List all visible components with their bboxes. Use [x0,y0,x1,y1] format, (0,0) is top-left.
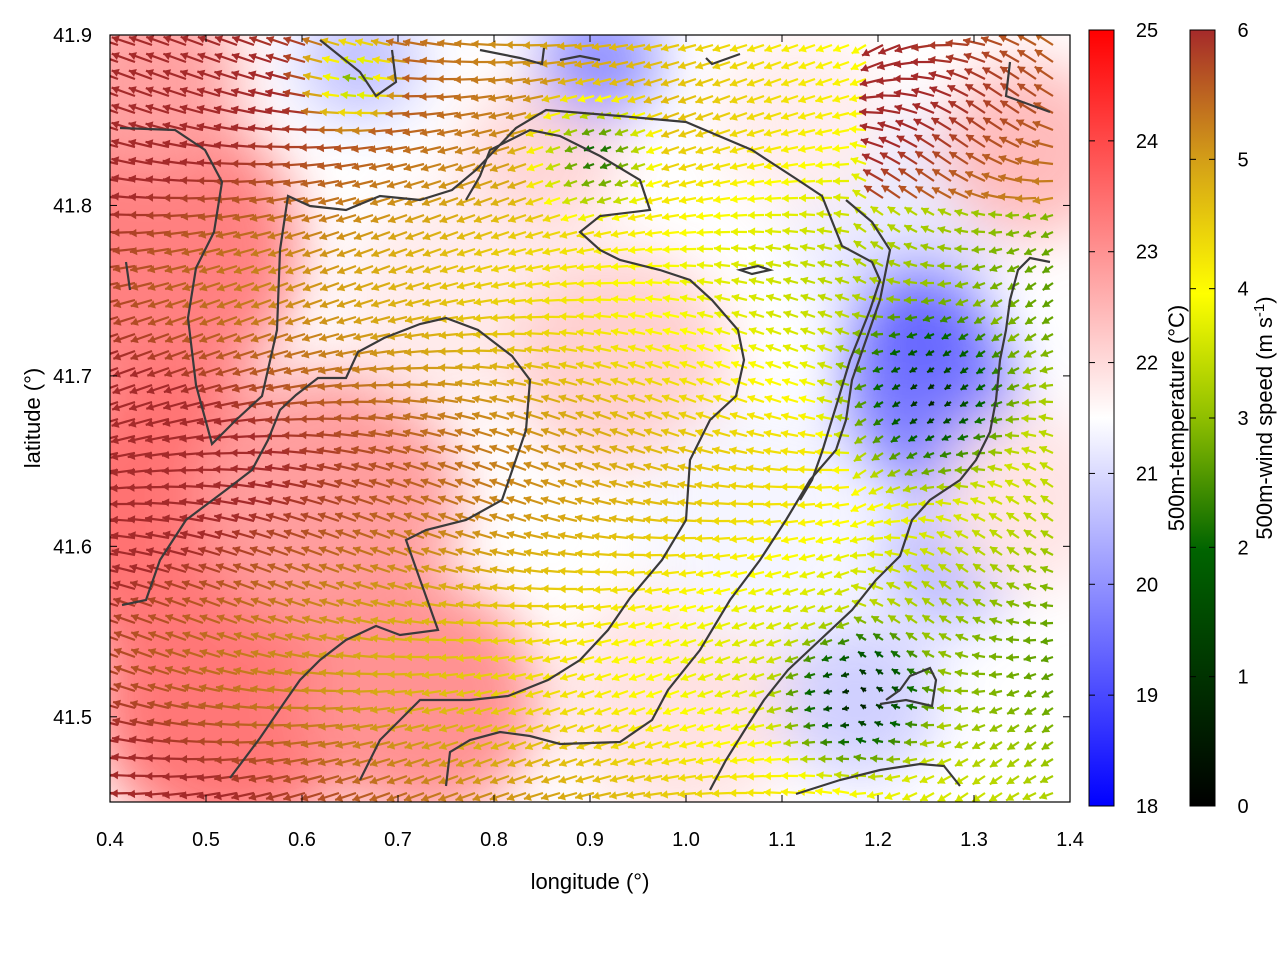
wind-vector-head [95,36,103,44]
wind-vector-head [95,210,102,218]
wind-vector-head [94,771,101,779]
wind-vector-head [97,665,105,673]
wind-vector-head [94,789,101,797]
wind-vector-head [95,52,103,60]
wind-vector-head [96,353,104,361]
temperature-patch [850,260,990,400]
wind-vector-head [95,69,103,77]
wind-vector-head [96,335,104,343]
wind-vector-head [97,648,105,656]
wind-vector-head [94,437,102,445]
wind-vector-head [96,370,104,378]
wind-vector-head [94,453,102,461]
wind-vector-head [96,717,104,725]
wind-vector-head [95,420,103,428]
wind-vector-head [94,548,102,556]
wind-vector-head [94,121,102,129]
wind-vector-head [95,86,103,94]
wind-vector-head [93,500,100,508]
wind-vector-head [97,614,105,622]
wind-vector-head [96,597,104,605]
wind-vector-head [93,485,100,493]
wind-vector-head [95,564,103,572]
wind-vector-head [94,156,102,164]
wind-vector-head [93,469,101,477]
wind-vector-head [95,192,103,200]
wind-vector-head [95,246,102,254]
wind-vector-head [93,516,100,524]
wind-vector-head [95,174,103,182]
wind-vector-head [94,753,102,761]
wind-vector-head [96,387,104,395]
wind-vector-head [96,317,104,325]
wind-vector-head [96,300,104,308]
wind-vector-head [95,404,103,412]
wind-vector-head [94,532,101,540]
plot-area [0,0,1120,840]
wind-vector-head [96,581,104,589]
wind-vector-head [94,103,102,111]
wind-vector-head [94,138,102,146]
wind-vector-head [95,735,103,743]
wind-vector-head [97,631,105,639]
wind-vector-head [95,228,102,236]
wind-vector-head [97,682,105,690]
wind-vector-head [96,700,104,708]
wind-vector-head [96,264,104,272]
wind-vector-head [96,282,104,290]
